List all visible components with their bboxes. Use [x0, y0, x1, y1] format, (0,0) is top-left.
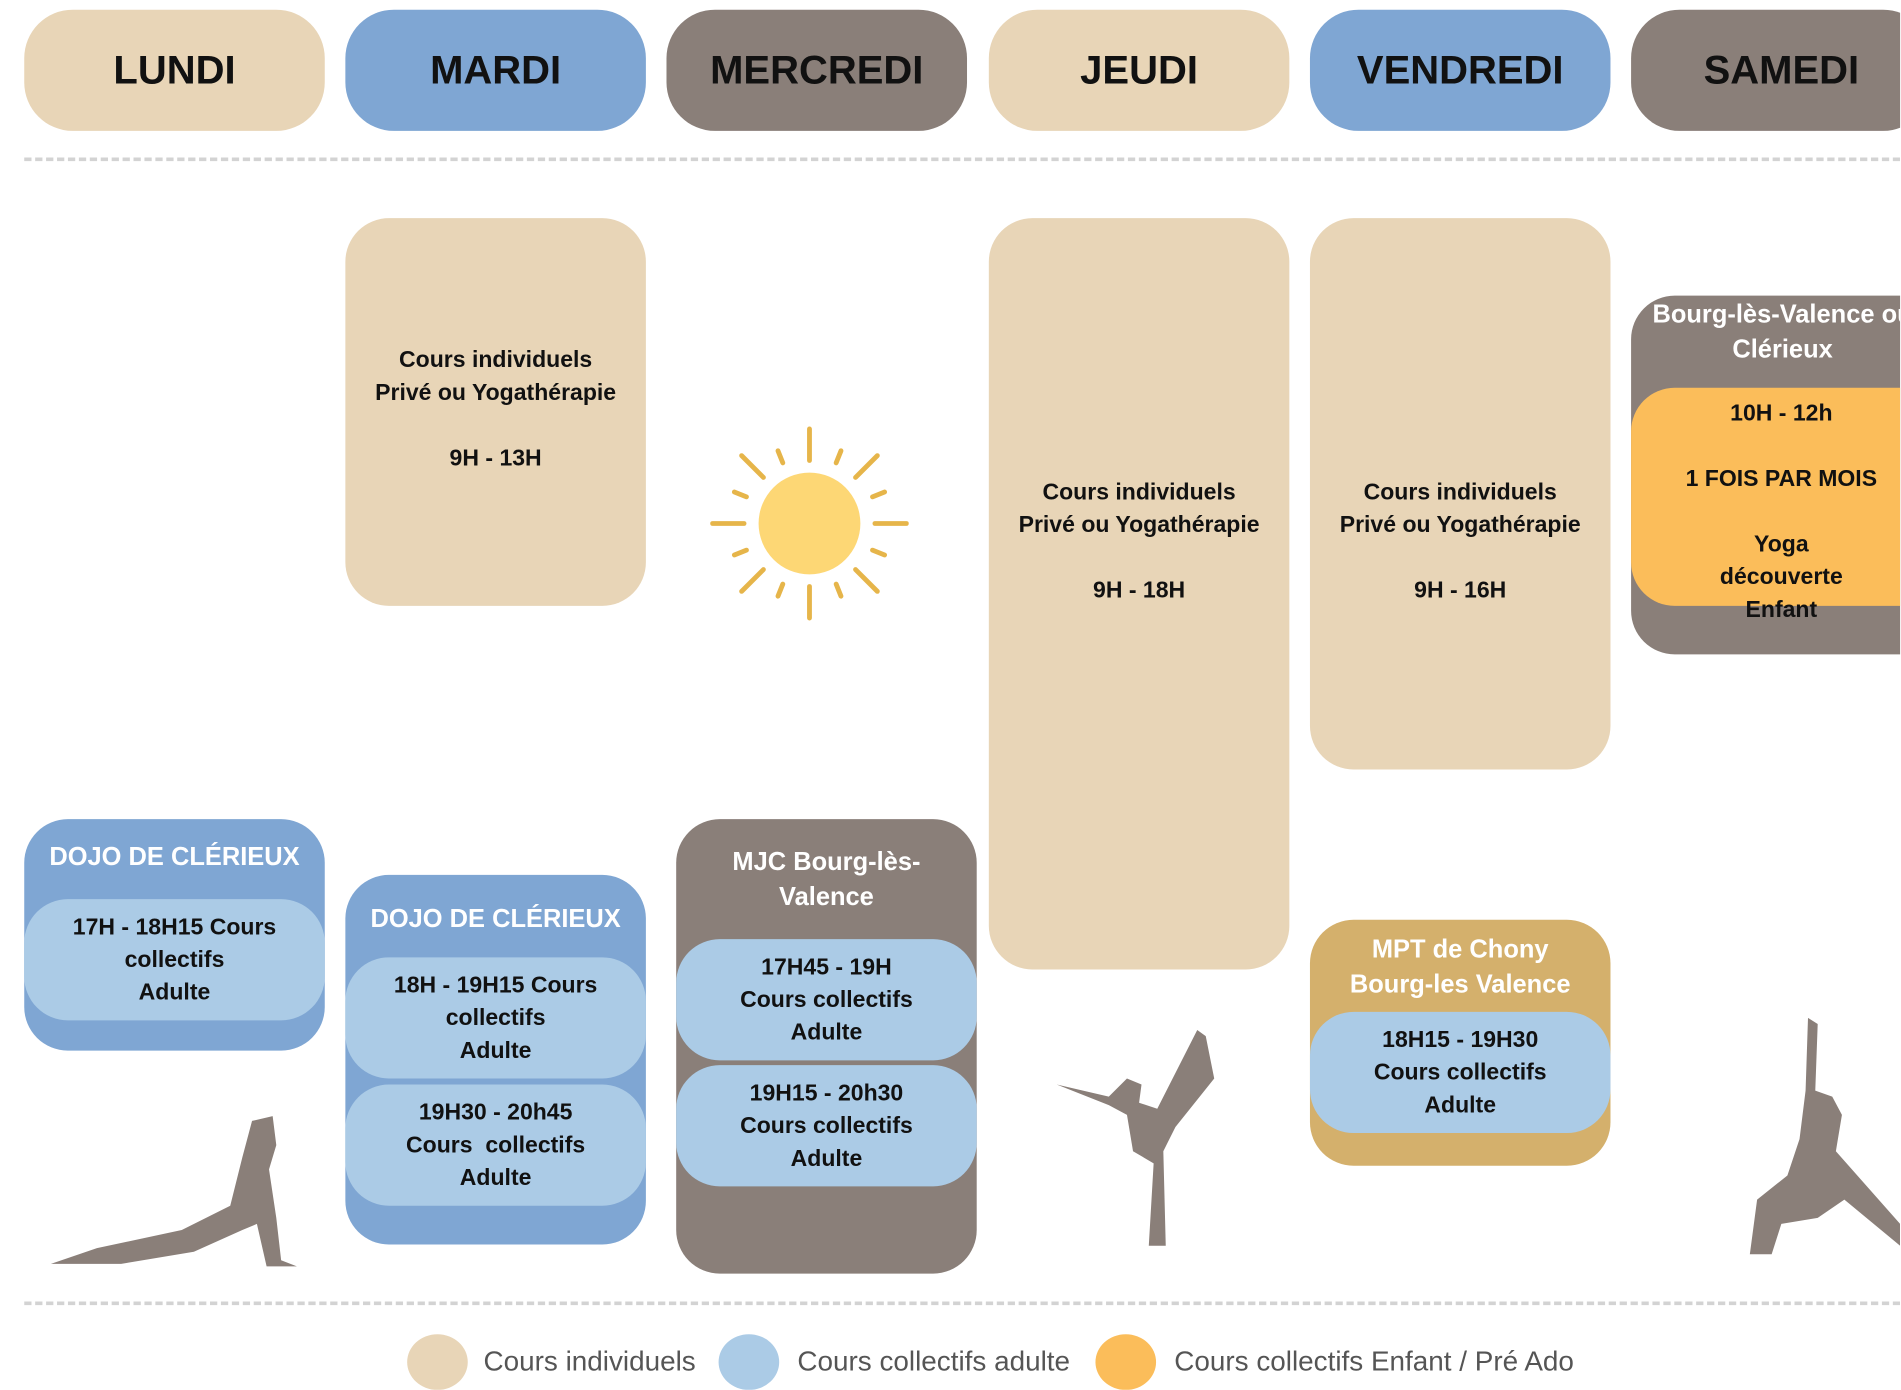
text-line: Cours collectifs [740, 987, 913, 1013]
venue: MJC Bourg-lès-Valence [676, 845, 977, 915]
text-line: Privé ou Yogathérapie [375, 380, 617, 406]
yoga-silhouette [50, 1116, 297, 1267]
sun-icon [710, 426, 909, 621]
text-line: collectifs [445, 1005, 546, 1031]
divider [24, 157, 1901, 162]
private-text: Cours individuels Privé ou Yogathérapie … [1310, 476, 1611, 607]
venue-text: DOJO DE CLÉRIEUX [49, 843, 300, 872]
yoga-silhouette [1056, 1030, 1215, 1246]
session-slot: 18H15 - 19H30 Cours collectifs Adulte [1309, 1011, 1611, 1134]
venue: DOJO DE CLÉRIEUX [345, 902, 646, 937]
private-text: Cours individuels Privé ou Yogathérapie … [989, 476, 1290, 607]
text-line: Privé ou Yogathérapie [1339, 512, 1581, 539]
text-line: Cours collectifs [740, 1113, 913, 1139]
session-slot: 19H15 - 20h30 Cours collectifs Adulte [676, 1065, 977, 1187]
session-slot: 17H - 18H15 Cours collectifs Adulte [24, 899, 325, 1021]
group-block: DOJO DE CLÉRIEUX 17H - 18H15 Cours colle… [24, 819, 325, 1051]
text-line: Adulte [459, 1037, 532, 1064]
text-line: 18H - 19H15 Cours [393, 972, 598, 998]
time: 10H - 12h [1730, 401, 1833, 427]
session-slot: 19H30 - 20h45 Cours collectifs Adulte [345, 1084, 646, 1206]
text-line: Privé ou Yogathérapie [1018, 512, 1260, 539]
private-block: Cours individuels Privé ou Yogathérapie … [1309, 218, 1611, 770]
venue: Bourg-lès-Valence ou Clérieux [1631, 296, 1900, 367]
private-block: Cours individuels Privé ou Yogathérapie … [988, 218, 1290, 970]
text-line: Adulte [1424, 1092, 1497, 1118]
time: 9H - 18H [1093, 578, 1186, 604]
text-line: 17H - 18H15 Cours [72, 914, 277, 940]
group-block: DOJO DE CLÉRIEUX 18H - 19H15 Cours colle… [345, 874, 646, 1245]
text-line: 19H15 - 20h30 [749, 1080, 904, 1106]
venue-text: MJC Bourg-lès-Valence [732, 848, 921, 912]
time: 9H - 16H [1414, 578, 1507, 604]
legend-label: Cours collectifs adulte [797, 1345, 1071, 1377]
group-block: MPT de Chony Bourg-les Valence 18H15 - 1… [1309, 919, 1611, 1166]
text-line: Cours individuels [1042, 479, 1236, 506]
day-header: MERCREDI [666, 9, 968, 131]
frequency: 1 FOIS PAR MOIS [1685, 466, 1878, 492]
text-line: Cours collectifs [406, 1132, 586, 1158]
legend-label: Cours individuels [483, 1345, 696, 1377]
divider [24, 1301, 1901, 1306]
saturday-block: Bourg-lès-Valence ou Clérieux 10H - 12h … [1631, 295, 1901, 655]
text-line: 18H15 - 19H30 [1382, 1027, 1539, 1053]
session-slot: 17H45 - 19H Cours collectifs Adulte [676, 939, 977, 1061]
legend-label: Cours collectifs Enfant / Pré Ado [1174, 1345, 1574, 1377]
text-line: Cours individuels [399, 347, 593, 374]
kids-slot: 10H - 12h 1 FOIS PAR MOIS Yoga découvert… [1631, 387, 1901, 623]
activity: Yoga découverte Enfant [1719, 531, 1843, 623]
legend-swatch [407, 1334, 468, 1390]
private-block: Cours individuels Privé ou Yogathérapie … [345, 218, 646, 606]
venue-text: MPT de Chony Bourg-les Valence [1349, 935, 1571, 999]
text-line: Adulte [790, 1145, 863, 1172]
day-header: SAMEDI [1631, 9, 1901, 131]
day-header: MARDI [345, 9, 646, 131]
venue: MPT de Chony Bourg-les Valence [1310, 932, 1611, 1002]
private-text: Cours individuels Privé ou Yogathérapie … [345, 344, 646, 475]
session-slot: 18H - 19H15 Cours collectifs Adulte [345, 957, 646, 1079]
time: 9H - 13H [449, 445, 542, 472]
venue-text: DOJO DE CLÉRIEUX [370, 905, 621, 934]
legend-swatch [1095, 1334, 1157, 1390]
yoga-silhouette [1749, 1017, 1901, 1255]
legend-swatch [718, 1334, 780, 1390]
day-header: LUNDI [24, 9, 325, 131]
text-line: 17H45 - 19H [761, 954, 892, 980]
text-line: collectifs [124, 947, 225, 973]
text-line: Adulte [138, 979, 211, 1006]
group-block: MJC Bourg-lès-Valence 17H45 - 19H Cours … [676, 819, 977, 1274]
text-line: Cours individuels [1363, 479, 1557, 506]
text-line: Adulte [459, 1165, 532, 1191]
text-line: Adulte [790, 1019, 863, 1046]
text-line: Cours collectifs [1373, 1059, 1547, 1086]
venue-text: Bourg-lès-Valence ou Clérieux [1652, 300, 1901, 364]
day-header: VENDREDI [1309, 9, 1611, 131]
day-header: JEUDI [988, 9, 1290, 131]
text-line: 19H30 - 20h45 [418, 1099, 573, 1126]
venue: DOJO DE CLÉRIEUX [24, 840, 325, 875]
